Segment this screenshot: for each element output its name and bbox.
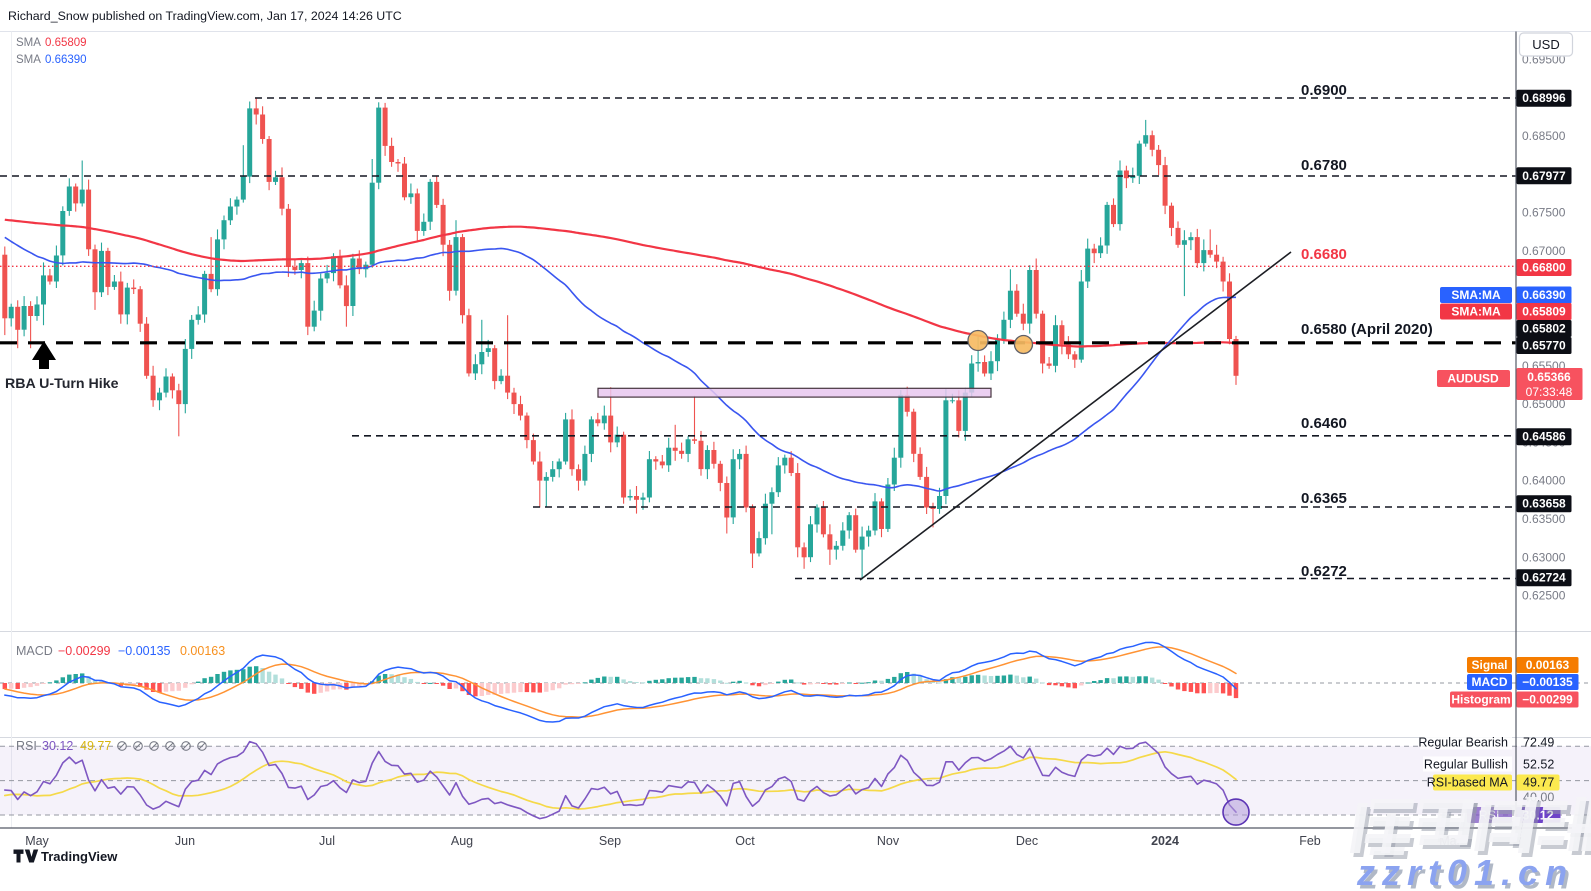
svg-text:07:33:48: 07:33:48 [1526,385,1573,399]
svg-text:49.77: 49.77 [1523,776,1554,790]
svg-text:0.68996: 0.68996 [1522,91,1566,105]
svg-text:May: May [25,834,49,848]
svg-text:0.65366: 0.65366 [1527,370,1571,384]
svg-text:RBA U-Turn Hike: RBA U-Turn Hike [5,376,119,392]
svg-text:49.77: 49.77 [80,739,111,753]
svg-text:Richard_Snow published on Trad: Richard_Snow published on TradingView.co… [8,9,402,23]
svg-text:0.67000: 0.67000 [1522,244,1566,258]
svg-text:Nov: Nov [877,834,900,848]
svg-text:−0.00135: −0.00135 [118,644,171,658]
svg-text:MACD: MACD [1472,675,1508,689]
svg-text:−0.00299: −0.00299 [58,644,111,658]
svg-text:SMA:MA: SMA:MA [1451,288,1501,302]
svg-text:0.66390: 0.66390 [45,54,87,66]
svg-text:Regular Bullish: Regular Bullish [1424,758,1508,772]
svg-text:0.6780: 0.6780 [1301,157,1347,174]
svg-text:0.64586: 0.64586 [1522,430,1566,444]
svg-text:0.6272: 0.6272 [1301,563,1347,580]
svg-text:0.63000: 0.63000 [1522,550,1566,564]
svg-text:Signal: Signal [1471,658,1507,672]
svg-text:SMA: SMA [16,37,41,49]
svg-text:USD: USD [1532,37,1559,52]
svg-text:2024: 2024 [1151,834,1179,848]
svg-text:30.12: 30.12 [42,739,73,753]
svg-text:SMA: SMA [16,54,41,66]
svg-text:0.63658: 0.63658 [1522,497,1566,511]
svg-text:0.65802: 0.65802 [1522,322,1566,336]
svg-text:0.64000: 0.64000 [1522,474,1566,488]
svg-text:Aug: Aug [451,834,473,848]
svg-text:zzrt01.cn: zzrt01.cn [1356,852,1574,891]
svg-text:MACD: MACD [16,644,53,658]
svg-text:Sep: Sep [599,834,621,848]
svg-text:72.49: 72.49 [1523,736,1554,750]
svg-text:0.67977: 0.67977 [1522,169,1566,183]
svg-text:0.68500: 0.68500 [1522,129,1566,143]
svg-text:−0.00299: −0.00299 [1522,693,1573,707]
svg-text:Dec: Dec [1016,834,1038,848]
svg-text:Feb: Feb [1299,834,1321,848]
svg-text:RSI-based MA: RSI-based MA [1427,776,1509,790]
svg-text:0.6900: 0.6900 [1301,82,1347,99]
svg-text:Oct: Oct [735,834,755,848]
svg-text:0.67500: 0.67500 [1522,206,1566,220]
svg-text:0.6365: 0.6365 [1301,490,1347,507]
svg-text:−0.00135: −0.00135 [1522,675,1573,689]
svg-text:Histogram: Histogram [1451,693,1510,707]
svg-text:0.66390: 0.66390 [1522,288,1566,302]
svg-text:0.65770: 0.65770 [1522,339,1566,353]
svg-text:0.6580 (April 2020): 0.6580 (April 2020) [1301,321,1433,338]
svg-text:0.65000: 0.65000 [1522,397,1566,411]
svg-text:0.6460: 0.6460 [1301,415,1347,432]
svg-text:TradingView: TradingView [41,849,118,864]
svg-text:Jul: Jul [319,834,335,848]
svg-text:0.6680: 0.6680 [1301,246,1347,263]
svg-text:52.52: 52.52 [1523,758,1554,772]
svg-text:0.00163: 0.00163 [180,644,225,658]
svg-text:0.65809: 0.65809 [45,37,87,49]
svg-text:AUDUSD: AUDUSD [1447,372,1499,386]
svg-text:RSI: RSI [16,739,37,753]
svg-text:0.66800: 0.66800 [1522,261,1566,275]
svg-text:0.62500: 0.62500 [1522,589,1566,603]
svg-text:SMA:MA: SMA:MA [1451,305,1501,319]
svg-text:zzrt01.cn: zzrt01.cn [1359,856,1577,891]
svg-text:0.63500: 0.63500 [1522,512,1566,526]
svg-text:Jun: Jun [175,834,195,848]
svg-text:Regular Bearish: Regular Bearish [1418,736,1508,750]
svg-text:0.62724: 0.62724 [1522,571,1566,585]
svg-text:0.65809: 0.65809 [1522,305,1566,319]
svg-text:0.00163: 0.00163 [1526,658,1570,672]
